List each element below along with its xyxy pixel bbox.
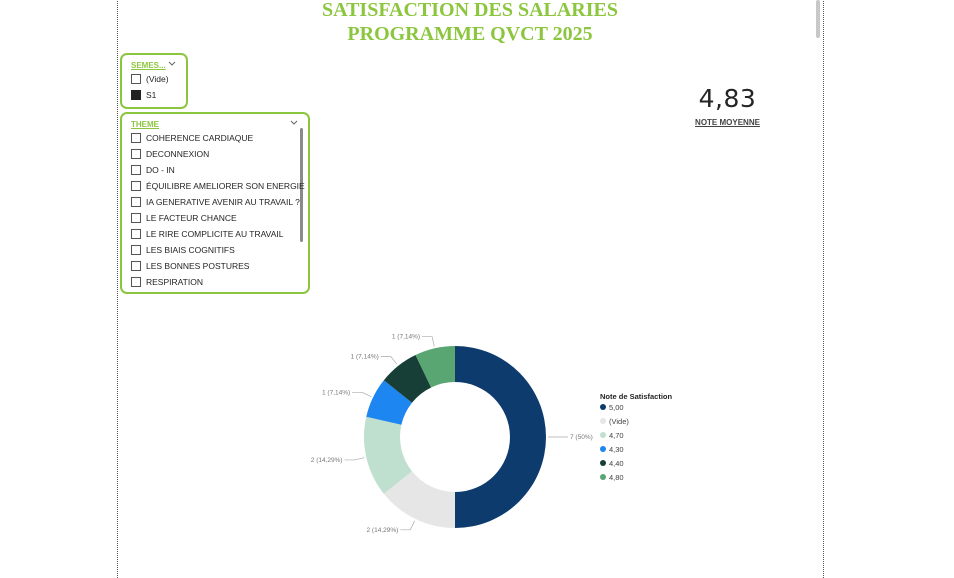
slicer-item-label: LE FACTEUR CHANCE bbox=[146, 213, 237, 223]
legend-title: Note de Satisfaction bbox=[600, 392, 673, 401]
slicer-item-label: DECONNEXION bbox=[146, 149, 210, 159]
slicer-theme-item[interactable]: LES BONNES POSTURES bbox=[131, 259, 249, 273]
slicer-item-label: IA GENERATIVE AVENIR AU TRAVAIL ? bbox=[146, 197, 300, 207]
legend-label: 4,80 bbox=[609, 472, 624, 482]
donut-chart[interactable]: 7 (50%) 2 (14,29%) 2 (14,29%) 1 (7,14%) 1 (7… bbox=[300, 320, 600, 550]
slicer-theme-item[interactable]: ÉQUILIBRE AMELIORER SON ENERGIE bbox=[131, 179, 305, 193]
slicer-theme-item[interactable]: DECONNEXION bbox=[131, 147, 209, 161]
data-label-leader bbox=[344, 457, 365, 461]
slicer-item-label: LES BONNES POSTURES bbox=[146, 261, 250, 271]
checkbox[interactable] bbox=[131, 277, 141, 287]
slicer-theme-item[interactable]: LE FACTEUR CHANCE bbox=[131, 211, 237, 225]
data-label: 1 (7,14%) bbox=[351, 353, 379, 360]
data-label: 7 (50%) bbox=[570, 434, 593, 441]
slicer-item-label: LE RIRE COMPLICITE AU TRAVAIL bbox=[146, 229, 284, 239]
data-label-leader bbox=[352, 391, 372, 397]
checkbox[interactable] bbox=[131, 149, 141, 159]
data-label: 2 (14,29%) bbox=[311, 457, 343, 464]
legend-item[interactable]: (Vide) bbox=[600, 416, 629, 426]
slicer-theme-item[interactable]: LES BIAIS COGNITIFS bbox=[131, 243, 235, 257]
legend-item[interactable]: 4,30 bbox=[600, 444, 624, 454]
report-subtitle: PROGRAMME QVCT 2025 bbox=[347, 23, 593, 45]
slicer-item-label: S1 bbox=[146, 90, 157, 100]
data-label: 1 (7,14%) bbox=[322, 389, 350, 396]
chevron-down-icon[interactable] bbox=[168, 61, 176, 67]
checkbox[interactable] bbox=[131, 229, 141, 239]
data-label-leader bbox=[400, 520, 415, 531]
slicer-semestre-item-vide[interactable]: (Vide) bbox=[131, 72, 169, 86]
checkbox[interactable] bbox=[131, 74, 141, 84]
legend-marker bbox=[600, 474, 606, 480]
donut-slice[interactable] bbox=[366, 380, 412, 425]
legend-marker bbox=[600, 432, 606, 438]
checkbox[interactable] bbox=[131, 245, 141, 255]
slicer-item-label: ÉQUILIBRE AMELIORER SON ENERGIE bbox=[146, 181, 305, 191]
slicer-theme-title: THEME bbox=[131, 120, 159, 129]
slicer-theme: THEME COHERENCE CARDIAQUE DECONNEXION DO… bbox=[120, 112, 310, 294]
slicer-theme-item[interactable]: RESPIRATION bbox=[131, 275, 203, 289]
slicer-theme-item[interactable]: COHERENCE CARDIAQUE bbox=[131, 131, 253, 145]
checkbox[interactable] bbox=[131, 261, 141, 271]
legend-item[interactable]: 4,80 bbox=[600, 472, 624, 482]
checkbox[interactable] bbox=[131, 213, 141, 223]
slicer-theme-item[interactable]: IA GENERATIVE AVENIR AU TRAVAIL ? bbox=[131, 195, 300, 209]
page-scrollbar-thumb[interactable] bbox=[816, 0, 820, 38]
slicer-theme-header: THEME bbox=[131, 120, 298, 132]
data-label-leader bbox=[422, 336, 435, 347]
donut-slice[interactable] bbox=[383, 471, 455, 528]
slicer-item-label: COHERENCE CARDIAQUE bbox=[146, 133, 254, 143]
slicer-item-label: (Vide) bbox=[146, 74, 169, 84]
slicer-item-label: LES BIAIS COGNITIFS bbox=[146, 245, 235, 255]
checkbox[interactable] bbox=[131, 197, 141, 207]
data-label: 2 (14,29%) bbox=[367, 527, 399, 534]
legend-marker bbox=[600, 418, 606, 424]
page-scrollbar[interactable] bbox=[815, 0, 821, 40]
checkbox-checked[interactable] bbox=[131, 90, 141, 100]
legend-marker bbox=[600, 404, 606, 410]
slicer-semestre: SEMES... (Vide) S1 bbox=[120, 53, 188, 109]
slicer-theme-item[interactable]: DO - IN bbox=[131, 163, 175, 177]
slicer-theme-scrollbar[interactable] bbox=[300, 128, 303, 242]
data-label: 1 (7,14%) bbox=[392, 334, 420, 341]
legend-marker bbox=[600, 460, 606, 466]
donut-slice[interactable] bbox=[383, 355, 432, 403]
report-canvas bbox=[117, 0, 824, 578]
checkbox[interactable] bbox=[131, 133, 141, 143]
slicer-theme-item[interactable]: LE RIRE COMPLICITE AU TRAVAIL bbox=[131, 227, 283, 241]
donut-slice[interactable] bbox=[455, 346, 546, 528]
kpi-value: 4,83 bbox=[698, 84, 757, 113]
legend-item[interactable]: 4,70 bbox=[600, 430, 624, 440]
donut-slice[interactable] bbox=[415, 346, 455, 388]
donut-slice[interactable] bbox=[364, 416, 412, 494]
legend-label: 4,70 bbox=[609, 430, 624, 440]
legend-label: 4,40 bbox=[609, 458, 624, 468]
slicer-semestre-title: SEMES... bbox=[131, 61, 166, 70]
checkbox[interactable] bbox=[131, 165, 141, 175]
slicer-semestre-header: SEMES... bbox=[131, 61, 176, 73]
legend-label: 4,30 bbox=[609, 444, 624, 454]
legend-item[interactable]: 4,40 bbox=[600, 458, 624, 468]
legend-marker bbox=[600, 446, 606, 452]
data-label-leader bbox=[380, 356, 398, 365]
chevron-down-icon[interactable] bbox=[290, 120, 298, 126]
slicer-semestre-item-s1[interactable]: S1 bbox=[131, 88, 156, 102]
slicer-item-label: RESPIRATION bbox=[146, 277, 203, 287]
checkbox[interactable] bbox=[131, 181, 141, 191]
legend-item[interactable]: 5,00 bbox=[600, 402, 624, 412]
legend-label: (Vide) bbox=[609, 416, 629, 426]
kpi-label: NOTE MOYENNE bbox=[695, 118, 760, 127]
report-title: SATISFACTION DES SALARIES bbox=[321, 0, 618, 21]
legend-label: 5,00 bbox=[609, 402, 624, 412]
slicer-item-label: DO - IN bbox=[146, 165, 175, 175]
